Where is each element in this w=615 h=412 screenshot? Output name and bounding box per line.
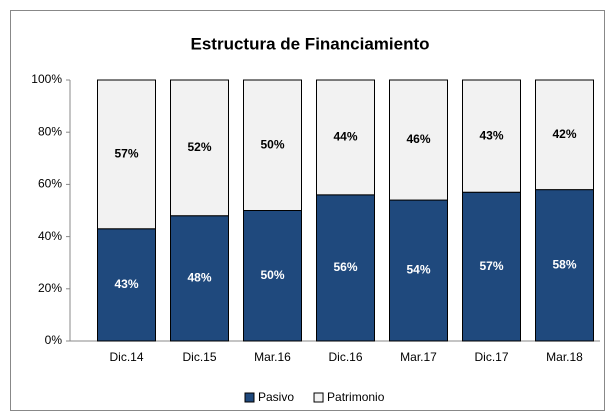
legend-label: Pasivo [258,390,294,404]
x-tick-label: Dic.15 [182,350,216,364]
x-tick-label: Dic.14 [109,350,143,364]
bar-segment [462,191,521,342]
x-tick-label: Dic.17 [474,350,508,364]
data-label: 54% [406,263,430,277]
data-label: 58% [552,257,576,271]
bar-segment [535,79,594,191]
data-label: 50% [260,268,284,282]
bar-segment [316,79,375,196]
data-label: 43% [479,128,503,142]
legend-swatch [244,392,255,403]
bar-segment [316,194,375,342]
data-label: 50% [260,137,284,151]
data-label: 52% [187,140,211,154]
y-tick-label: 100% [31,72,62,86]
bar-segment [243,79,302,211]
data-label: 56% [333,260,357,274]
y-tick-label: 60% [38,177,62,191]
y-tick-label: 40% [38,229,62,243]
y-tick-label: 80% [38,124,62,138]
bar-segment [170,215,229,342]
x-tick-label: Mar.16 [254,350,291,364]
data-label: 42% [552,127,576,141]
data-label: 48% [187,271,211,285]
y-tick-label: 0% [45,333,63,347]
bar-segment [170,79,229,217]
x-tick-label: Dic.16 [328,350,362,364]
data-label: 57% [479,259,503,273]
bar-segment [97,79,156,230]
data-label: 44% [333,130,357,144]
bar-segment [462,79,521,193]
x-tick-label: Mar.17 [400,350,437,364]
data-label: 57% [114,147,138,161]
chart-title: Estructura de Financiamiento [191,34,430,53]
bar-segment [389,79,448,201]
y-tick-label: 20% [38,281,62,295]
legend-label: Patrimonio [327,390,385,404]
legend-swatch [313,392,324,403]
bar-segment [97,228,156,342]
bar-segment [389,199,448,342]
data-label: 46% [406,132,430,146]
x-tick-label: Mar.18 [546,350,583,364]
data-label: 43% [114,277,138,291]
